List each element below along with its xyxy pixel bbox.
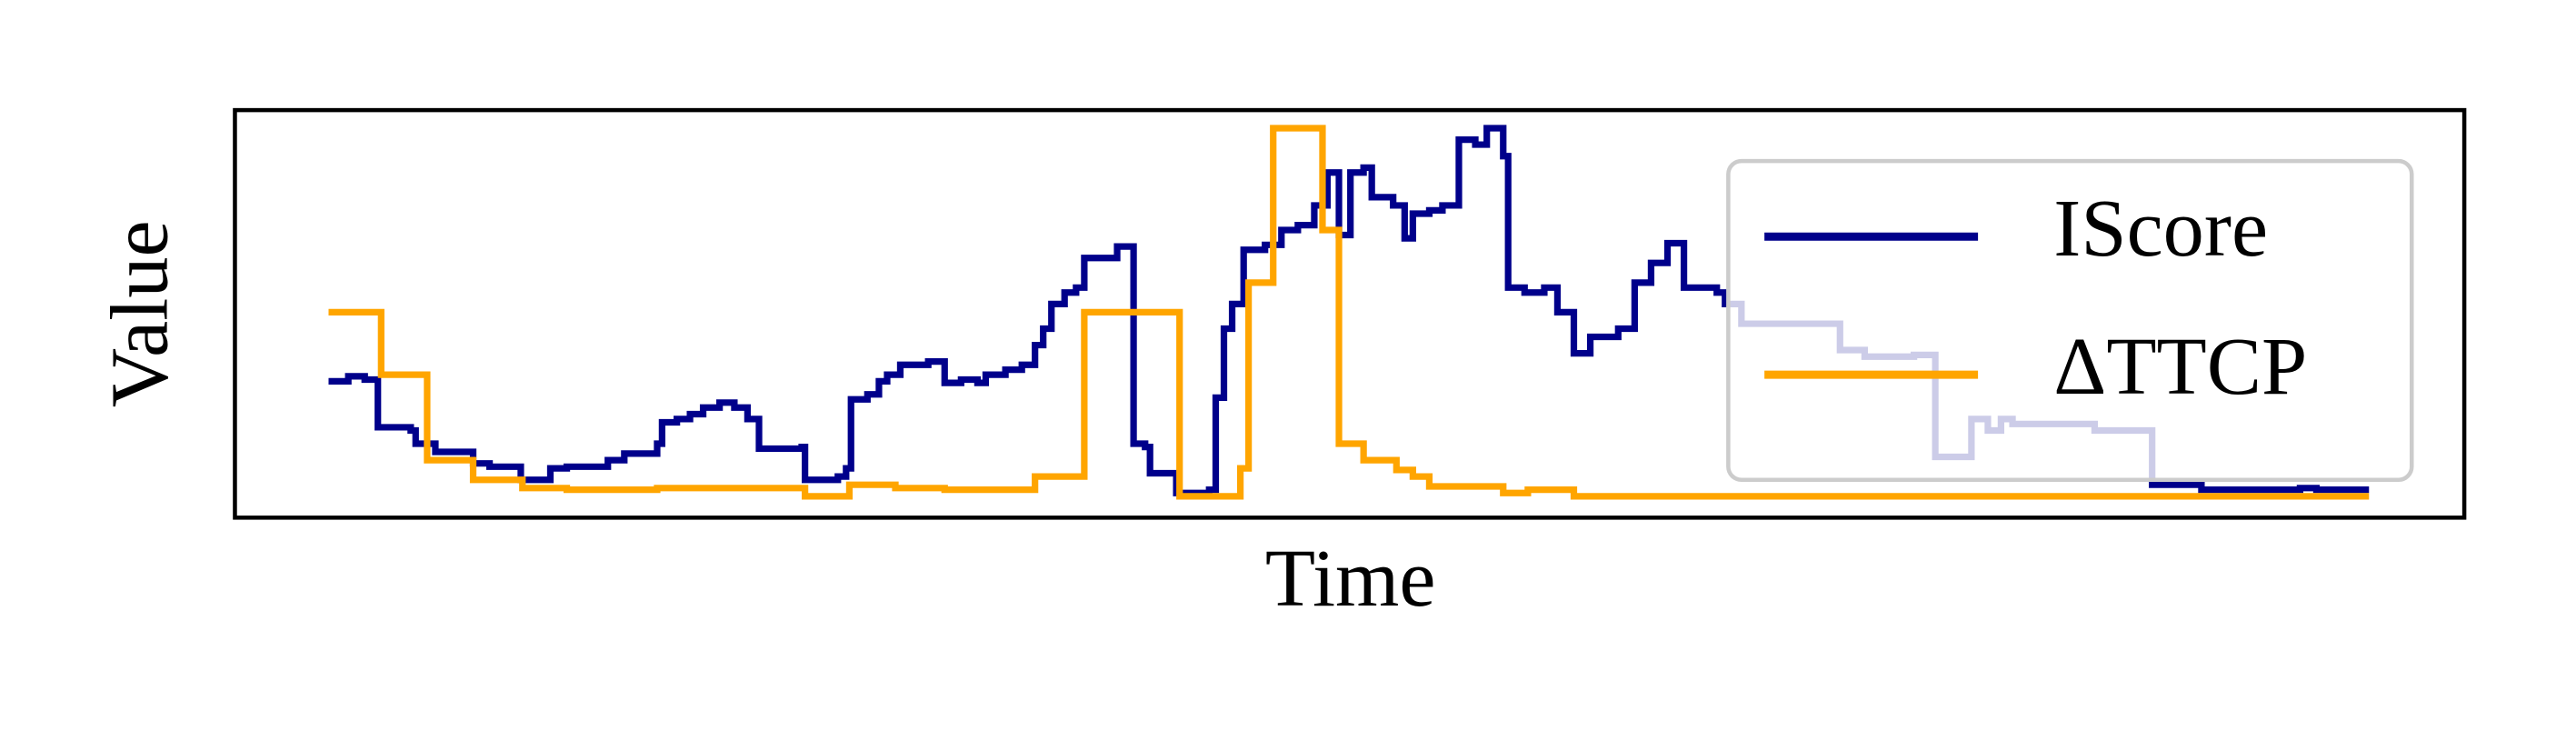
x-axis-label: Time: [1265, 532, 1436, 624]
data-line: [328, 125, 2370, 496]
plot-area: [328, 125, 2370, 500]
data-line: [328, 125, 2370, 500]
legend-label: IScore: [2053, 182, 2268, 274]
legend-label: ΔTTCP: [2053, 320, 2307, 412]
legend: IScore ΔTTCP: [1726, 158, 2414, 483]
y-axis-label: Value: [93, 220, 185, 407]
axes-frame: [233, 107, 2467, 520]
